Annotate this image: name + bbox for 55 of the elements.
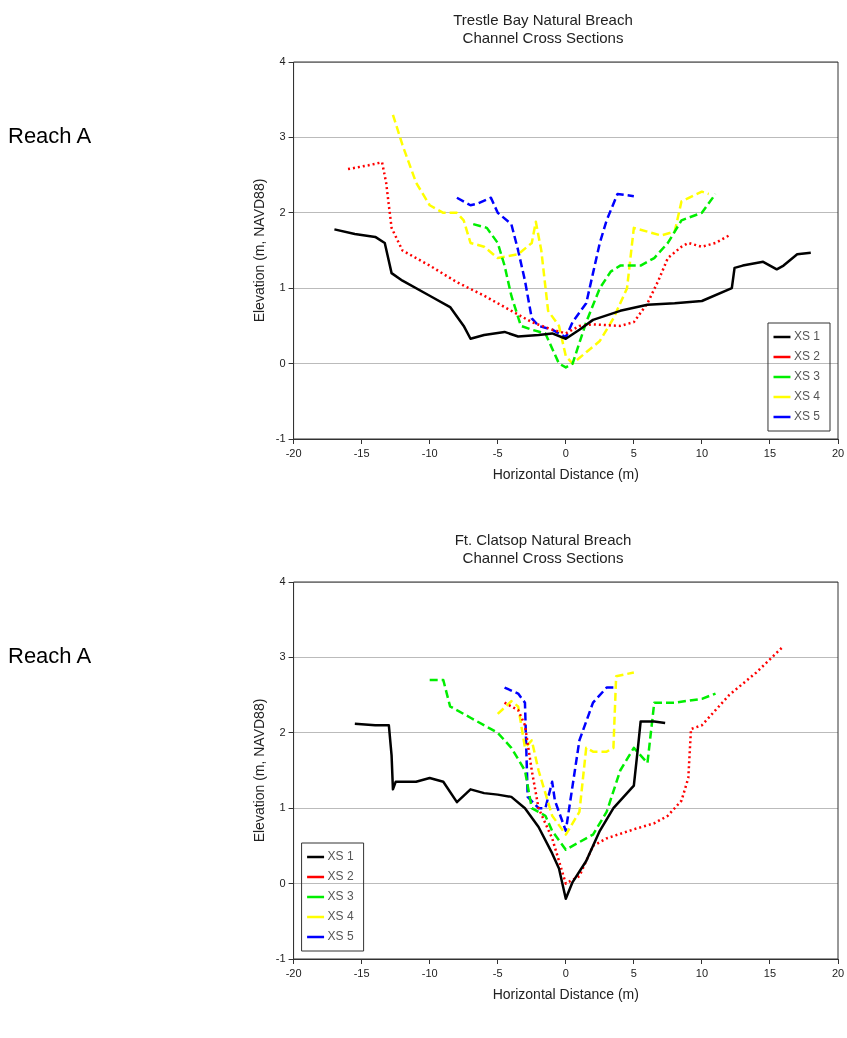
x-tick-label: 20 [831,446,845,459]
chart-title: Trestle Bay Natural Breach Channel Cross Sections [453,11,633,47]
x-tick-label: -15 [353,446,370,459]
legend-label: XS 3 [793,369,821,384]
x-tick-label: -5 [492,446,503,459]
y-tick-label: 1 [279,281,286,294]
x-tick-label: 15 [763,966,777,979]
line-series [346,161,731,335]
line-series [496,671,636,836]
y-tick-label: 4 [279,575,286,588]
text: Reach A [8,643,93,669]
x-tick-label: -20 [285,446,302,459]
legend-label: XS 3 [327,889,354,904]
legend-label: XS 2 [327,869,354,884]
y-tick-label: -1 [275,952,286,965]
y-tick-label: 2 [279,205,286,218]
legend-label: XS 4 [327,909,354,924]
legend-label: XS 4 [793,389,821,404]
line-series [428,678,717,851]
x-tick-label: -20 [285,966,302,979]
legend-label: XS 5 [793,409,821,424]
legend-label: XS 2 [793,349,821,364]
x-tick-label: 15 [763,446,777,459]
x-tick-label: 20 [831,966,845,979]
x-tick-label: -5 [492,966,503,979]
y-tick-label: 3 [279,650,286,663]
line-series [391,113,710,365]
y-tick-label: 4 [279,55,286,68]
x-tick-label: 10 [695,446,709,459]
y-tick-label: -1 [275,432,286,445]
y-axis-title: Elevation (m, NAVD88) [251,178,268,323]
x-tick-label: -10 [421,446,438,459]
y-axis-title: Elevation (m, NAVD88) [251,698,268,843]
x-tick-label: 0 [562,966,569,979]
line-series [503,644,785,885]
x-tick-label: -10 [421,966,438,979]
y-tick-label: 2 [279,725,286,738]
y-tick-label: 0 [279,356,286,369]
x-tick-label: -15 [353,966,370,979]
x-tick-label: 0 [562,446,569,459]
y-tick-label: 0 [279,876,286,889]
x-tick-label: 5 [630,446,637,459]
y-tick-label: 3 [279,130,286,143]
text: Reach A [8,123,93,149]
chart-title: Ft. Clatsop Natural Breach Channel Cross Sections [454,531,632,567]
legend-label: XS 1 [793,329,821,344]
legend-label: XS 1 [327,849,354,864]
x-axis-title: Horizontal Distance (m) [492,466,639,483]
line-series [503,686,615,833]
y-tick-label: 1 [279,801,286,814]
x-tick-label: 10 [695,966,709,979]
legend-label: XS 5 [327,929,354,944]
x-tick-label: 5 [630,966,637,979]
line-series [455,192,636,339]
x-axis-title: Horizontal Distance (m) [492,986,639,1003]
